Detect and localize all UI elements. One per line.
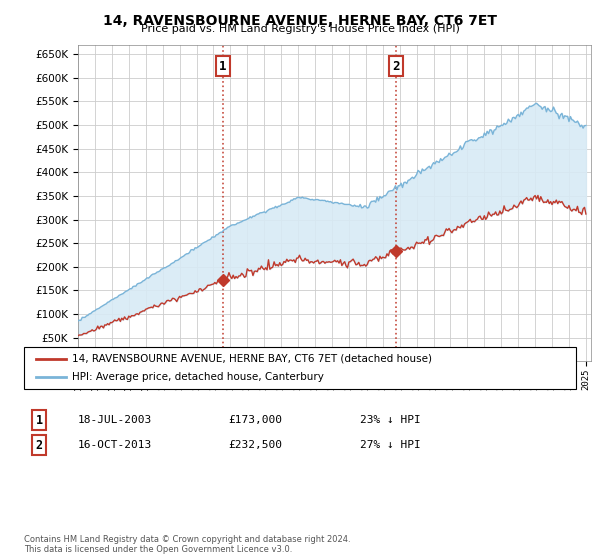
- Text: 2: 2: [392, 59, 400, 73]
- Text: 14, RAVENSBOURNE AVENUE, HERNE BAY, CT6 7ET: 14, RAVENSBOURNE AVENUE, HERNE BAY, CT6 …: [103, 14, 497, 28]
- Text: 2: 2: [35, 438, 43, 452]
- Text: HPI: Average price, detached house, Canterbury: HPI: Average price, detached house, Cant…: [72, 372, 324, 382]
- Text: 1: 1: [219, 59, 227, 73]
- Text: £232,500: £232,500: [228, 440, 282, 450]
- Text: 1: 1: [35, 413, 43, 427]
- Text: Price paid vs. HM Land Registry's House Price Index (HPI): Price paid vs. HM Land Registry's House …: [140, 24, 460, 34]
- Text: 27% ↓ HPI: 27% ↓ HPI: [360, 440, 421, 450]
- Text: 23% ↓ HPI: 23% ↓ HPI: [360, 415, 421, 425]
- Text: 14, RAVENSBOURNE AVENUE, HERNE BAY, CT6 7ET (detached house): 14, RAVENSBOURNE AVENUE, HERNE BAY, CT6 …: [72, 354, 432, 364]
- Text: Contains HM Land Registry data © Crown copyright and database right 2024.
This d: Contains HM Land Registry data © Crown c…: [24, 535, 350, 554]
- Text: 18-JUL-2003: 18-JUL-2003: [78, 415, 152, 425]
- Text: 16-OCT-2013: 16-OCT-2013: [78, 440, 152, 450]
- Text: £173,000: £173,000: [228, 415, 282, 425]
